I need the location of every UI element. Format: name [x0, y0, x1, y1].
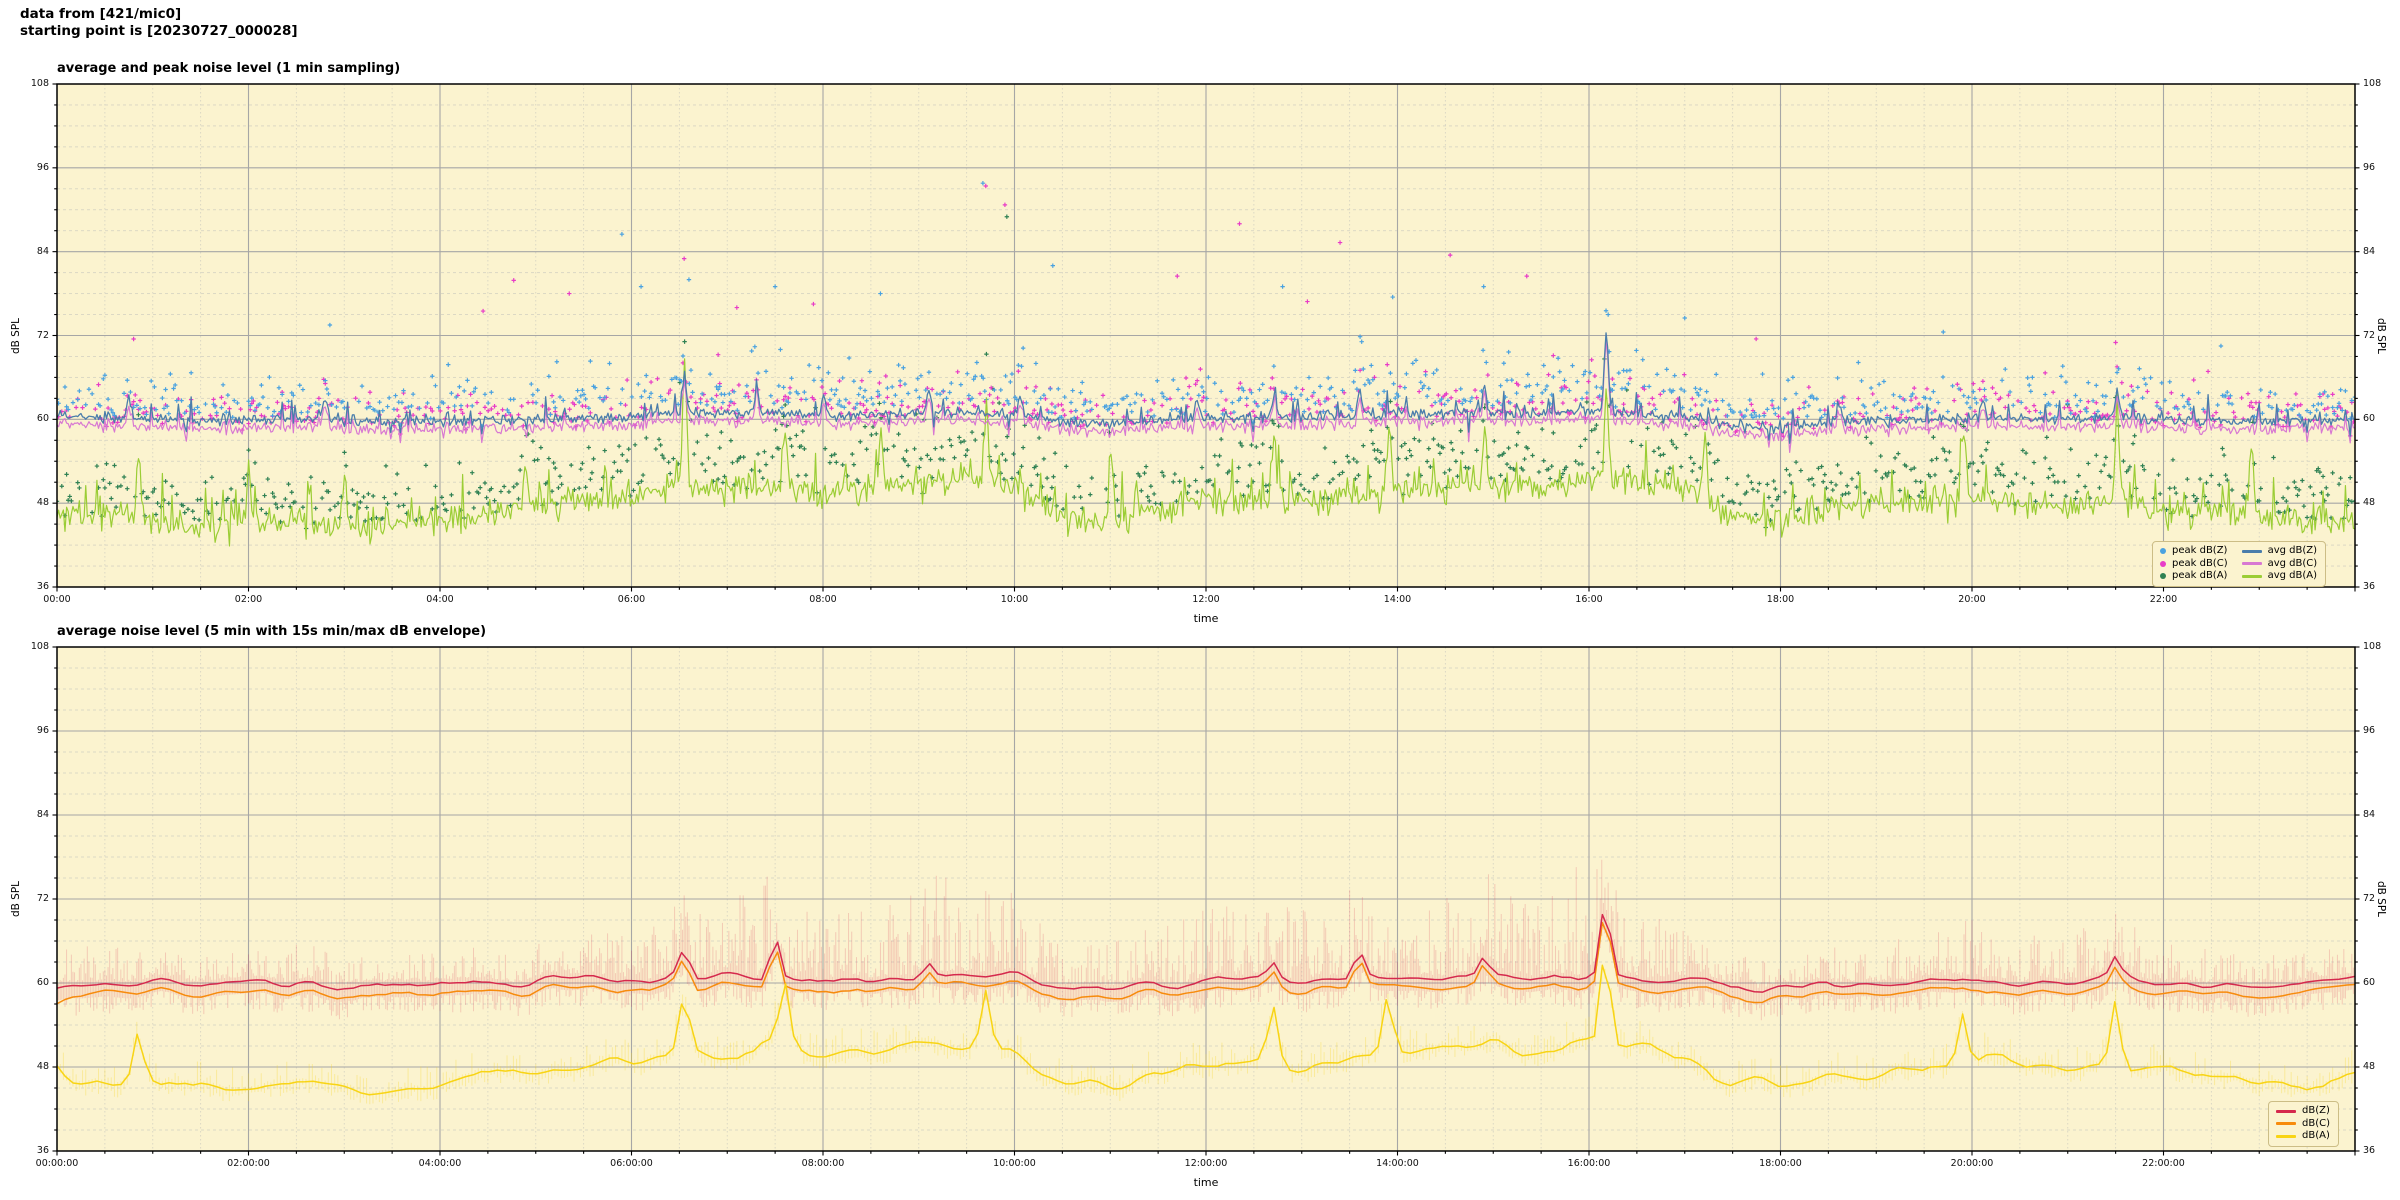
y-tick-label: 72 [2363, 893, 2376, 904]
x-axis-label: time [1193, 612, 1219, 625]
legend-label: peak dB(A) [2172, 570, 2228, 581]
y-tick-label: 60 [36, 977, 49, 988]
legend-label: avg dB(A) [2267, 570, 2318, 581]
x-tick-label: 14:00:00 [1376, 1158, 1419, 1169]
figure-header: data from [421/mic0] starting point is [… [20, 6, 298, 40]
chart-title: average and peak noise level (1 min samp… [57, 61, 401, 76]
legend-label: dB(A) [2302, 1130, 2330, 1141]
legend-line-swatch [2276, 1109, 2296, 1113]
x-tick-label: 16:00:00 [1567, 1158, 1611, 1169]
x-tick-label: 02:00:00 [227, 1158, 270, 1169]
y-axis-label-right: dB SPL [2375, 317, 2387, 354]
x-tick-label: 22:00:00 [2142, 1158, 2185, 1169]
legend-item: dB(Z) [2276, 1105, 2330, 1118]
legend-item: peak dB(A) [2160, 570, 2228, 583]
y-tick-label: 36 [2363, 581, 2376, 592]
x-tick-label: 16:00 [1575, 594, 1603, 605]
legend-dot-swatch [2160, 573, 2166, 580]
legend-label: peak dB(C) [2172, 557, 2228, 569]
x-tick-label: 08:00 [809, 594, 837, 605]
legend: peak dB(Z) avg dB(Z) peak dB(C) avg dB(C) pe… [2152, 541, 2327, 587]
y-axis-label-left: dB SPL [10, 880, 22, 918]
legend-item: peak dB(C) [2160, 558, 2228, 571]
x-tick-label: 06:00 [617, 594, 646, 605]
legend-item: avg dB(C) [2241, 557, 2318, 571]
legend-item: avg dB(Z) [2241, 545, 2318, 558]
legend-item: dB(C) [2276, 1118, 2330, 1131]
y-tick-label: 96 [36, 161, 49, 173]
y-tick-label: 36 [36, 1145, 49, 1156]
y-tick-label: 72 [36, 329, 49, 341]
y-tick-label: 60 [2363, 977, 2376, 988]
y-tick-label: 60 [2363, 413, 2376, 425]
x-tick-label: 04:00:00 [418, 1158, 462, 1169]
y-tick-label: 96 [2363, 725, 2376, 736]
y-tick-label: 84 [36, 245, 49, 257]
x-tick-label: 02:00 [234, 594, 263, 605]
y-tick-label: 36 [2363, 1145, 2376, 1156]
y-tick-label: 48 [36, 497, 49, 509]
y-tick-label: 108 [30, 641, 49, 652]
y-tick-label: 108 [30, 78, 49, 89]
x-tick-label: 22:00 [2149, 594, 2178, 605]
x-tick-label: 06:00:00 [610, 1158, 653, 1169]
x-tick-label: 00:00 [43, 594, 71, 605]
y-tick-label: 48 [36, 1061, 49, 1072]
legend-label: peak dB(Z) [2172, 545, 2228, 556]
x-tick-label: 12:00 [1192, 594, 1220, 605]
y-tick-label: 108 [2363, 641, 2382, 652]
legend-item: peak dB(Z) [2160, 545, 2228, 558]
y-tick-label: 60 [36, 413, 49, 425]
legend-label: avg dB(Z) [2267, 545, 2318, 556]
legend-line-swatch [2241, 562, 2262, 566]
x-tick-label: 10:00 [1000, 594, 1029, 605]
y-tick-label: 84 [36, 809, 49, 820]
header-line-1: data from [421/mic0] [20, 6, 182, 22]
x-axis-label: time [1193, 1176, 1219, 1189]
x-tick-label: 20:00:00 [1950, 1158, 1994, 1169]
y-tick-label: 96 [36, 725, 49, 736]
x-tick-label: 14:00 [1383, 594, 1412, 605]
y-tick-label: 96 [2363, 161, 2376, 173]
legend-line-swatch [2241, 549, 2262, 553]
legend-line-swatch [2241, 574, 2262, 578]
header-line-2: starting point is [20230727_000028] [20, 23, 298, 39]
y-tick-label: 48 [2363, 497, 2376, 509]
x-tick-label: 18:00 [1766, 594, 1795, 605]
chart-title: average noise level (5 min with 15s min/… [57, 624, 487, 639]
y-tick-label: 72 [2363, 329, 2376, 341]
x-tick-label: 08:00:00 [801, 1158, 845, 1169]
x-tick-label: 00:00:00 [35, 1158, 79, 1169]
y-axis-label-right: dB SPL [2375, 880, 2387, 918]
legend-label: avg dB(C) [2267, 557, 2318, 569]
legend-item: dB(A) [2276, 1130, 2330, 1143]
plot-canvas-average-envelope [49, 639, 2363, 1159]
legend-label: dB(Z) [2302, 1105, 2330, 1116]
x-tick-label: 10:00:00 [993, 1158, 1036, 1169]
legend-item: avg dB(A) [2241, 570, 2318, 583]
y-tick-label: 84 [2363, 809, 2376, 820]
legend-dot-swatch [2160, 560, 2166, 567]
legend-line-swatch [2276, 1122, 2296, 1126]
y-tick-label: 108 [2363, 78, 2382, 89]
x-tick-label: 20:00 [1958, 594, 1986, 605]
x-tick-label: 12:00:00 [1184, 1158, 1228, 1169]
x-tick-label: 04:00 [426, 594, 454, 605]
legend-dot-swatch [2160, 548, 2166, 555]
y-axis-label-left: dB SPL [10, 317, 22, 354]
y-tick-label: 72 [36, 893, 49, 904]
y-tick-label: 84 [2363, 245, 2376, 257]
y-tick-label: 36 [36, 581, 49, 592]
legend-label: dB(C) [2302, 1117, 2330, 1129]
legend: dB(Z) dB(C) dB(A) [2268, 1101, 2339, 1147]
x-tick-label: 18:00:00 [1759, 1158, 1802, 1169]
y-tick-label: 48 [2363, 1061, 2376, 1072]
legend-line-swatch [2276, 1134, 2296, 1138]
plot-canvas-average-and-peak [49, 76, 2363, 595]
